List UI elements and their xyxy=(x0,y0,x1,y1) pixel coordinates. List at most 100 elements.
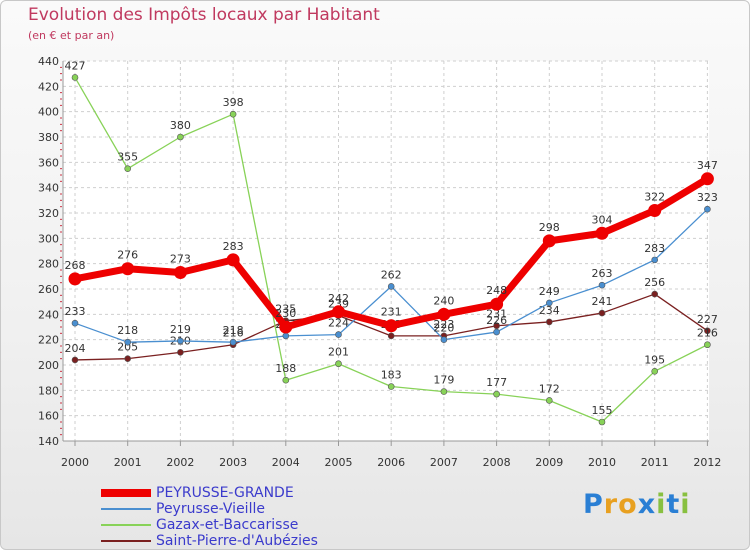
chart-title: Evolution des Impôts locaux par Habitant xyxy=(28,5,380,25)
legend-swatch xyxy=(101,489,151,497)
data-point xyxy=(282,376,290,384)
data-point xyxy=(177,337,184,345)
data-point xyxy=(704,205,711,213)
x-tick-label: 2012 xyxy=(693,456,721,469)
y-tick-label: 380 xyxy=(38,131,59,144)
y-tick-label: 220 xyxy=(38,334,59,347)
data-point xyxy=(545,318,553,326)
y-tick-label: 440 xyxy=(38,55,59,68)
data-point xyxy=(384,319,398,333)
data-label: 218 xyxy=(223,324,244,337)
x-tick-label: 2011 xyxy=(641,456,669,469)
x-tick-label: 2006 xyxy=(377,456,405,469)
data-point xyxy=(121,262,135,276)
data-point xyxy=(177,133,184,141)
data-point xyxy=(335,331,342,338)
data-label: 240 xyxy=(433,294,454,307)
data-label: 177 xyxy=(486,376,507,389)
data-label: 179 xyxy=(433,374,454,387)
data-point xyxy=(335,360,342,368)
data-point xyxy=(598,281,606,289)
data-point xyxy=(493,328,500,336)
data-label: 155 xyxy=(592,404,613,417)
y-tick-label: 260 xyxy=(38,283,59,296)
data-label: 231 xyxy=(381,306,402,319)
data-point xyxy=(545,397,553,404)
y-tick-label: 420 xyxy=(38,80,59,93)
data-label: 248 xyxy=(486,284,507,297)
data-point xyxy=(437,307,451,321)
y-tick-label: 280 xyxy=(38,258,59,271)
data-label: 323 xyxy=(697,191,718,204)
y-tick-label: 160 xyxy=(38,410,59,423)
data-label: 268 xyxy=(65,259,86,272)
data-point xyxy=(595,226,609,240)
logo-letter: i xyxy=(656,489,667,520)
data-label: 205 xyxy=(117,341,138,354)
data-point xyxy=(440,388,448,395)
data-label: 224 xyxy=(328,317,349,330)
data-label: 298 xyxy=(539,221,560,234)
y-tick-label: 340 xyxy=(38,182,59,195)
data-point xyxy=(229,338,237,346)
x-tick-label: 2009 xyxy=(535,456,563,469)
data-point xyxy=(332,305,345,319)
data-label: 230 xyxy=(275,307,296,320)
y-tick-label: 320 xyxy=(38,207,59,220)
logo-letter: r xyxy=(603,489,619,520)
legend-label: Saint-Pierre-d'Aubézies xyxy=(156,533,318,549)
data-point xyxy=(493,322,500,330)
data-point xyxy=(545,299,553,307)
data-label: 239 xyxy=(328,298,349,311)
logo-letter: o xyxy=(618,489,638,520)
logo-letter: t xyxy=(666,489,681,520)
data-label: 227 xyxy=(697,313,718,326)
data-point xyxy=(598,309,606,317)
data-label: 256 xyxy=(644,276,665,289)
data-point xyxy=(651,256,659,264)
data-label: 262 xyxy=(381,268,402,281)
y-tick-label: 300 xyxy=(38,232,59,245)
data-point xyxy=(387,283,395,290)
data-label: 220 xyxy=(433,322,454,335)
data-point xyxy=(124,338,131,346)
data-label: 347 xyxy=(697,159,718,172)
data-label: 283 xyxy=(223,240,244,253)
data-point xyxy=(704,341,711,349)
data-point xyxy=(651,290,659,298)
x-tick-label: 2005 xyxy=(325,456,353,469)
data-point xyxy=(387,332,395,340)
x-tick-label: 2003 xyxy=(219,456,247,469)
data-label: 219 xyxy=(170,323,191,336)
chart-subtitle: (en € et par an) xyxy=(28,29,115,42)
plot-area xyxy=(63,61,709,441)
x-tick-label: 2010 xyxy=(588,456,616,469)
legend-swatch xyxy=(101,524,151,526)
data-label: 263 xyxy=(592,267,613,280)
data-label: 355 xyxy=(117,151,138,164)
data-label: 233 xyxy=(65,305,86,318)
legend-label: PEYRUSSE-GRANDE xyxy=(156,485,294,501)
data-point xyxy=(648,203,662,217)
data-point xyxy=(226,253,240,267)
logo-letter: x xyxy=(637,489,657,520)
x-tick-label: 2002 xyxy=(166,456,194,469)
data-point xyxy=(124,165,131,172)
data-point xyxy=(68,272,82,286)
data-point xyxy=(124,355,131,362)
data-point xyxy=(229,110,237,118)
data-label: 242 xyxy=(328,292,349,305)
data-label: 273 xyxy=(170,253,191,266)
data-label: 183 xyxy=(381,369,402,382)
data-label: 216 xyxy=(697,327,718,340)
proxiti-logo: Proxiti xyxy=(583,489,691,520)
data-label: 204 xyxy=(65,342,86,355)
data-point xyxy=(177,349,184,356)
data-point xyxy=(704,327,711,335)
data-point xyxy=(598,418,606,426)
data-label: 223 xyxy=(433,318,454,331)
x-tick-label: 2001 xyxy=(114,456,142,469)
x-tick-label: 2000 xyxy=(61,456,89,469)
